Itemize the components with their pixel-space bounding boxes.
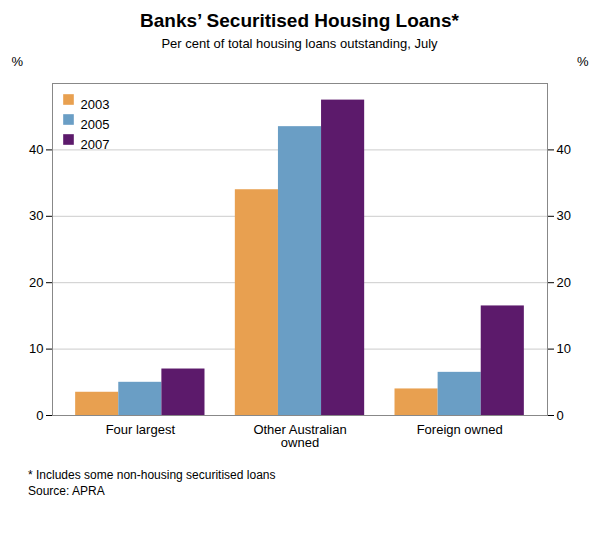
html-text:Per cent of total housing loan: Per cent of total housing loans outstand…	[161, 36, 438, 51]
html-text:* Includes some non-housing se: * Includes some non-housing securitised …	[28, 468, 276, 499]
svg-text:0: 0	[557, 408, 564, 423]
html-text:Banks’ Securitised Housing Loa: Banks’ Securitised Housing Loans*	[140, 10, 459, 31]
svg-text:2007: 2007	[81, 137, 110, 152]
svg-text:Other Australianowned: Other Australianowned	[253, 422, 346, 450]
svg-text:40: 40	[557, 142, 571, 157]
svg-text:10: 10	[557, 341, 571, 356]
svg-text:40: 40	[29, 142, 43, 157]
svg-text:0: 0	[36, 408, 43, 423]
svg-text:2005: 2005	[81, 117, 110, 132]
svg-text:20: 20	[557, 275, 571, 290]
svg-text:20: 20	[29, 275, 43, 290]
svg-text:30: 30	[557, 208, 571, 223]
svg-text:%: %	[12, 54, 24, 69]
svg-text:30: 30	[29, 208, 43, 223]
svg-text:2003: 2003	[81, 97, 110, 112]
svg-text:Foreign owned: Foreign owned	[417, 422, 503, 437]
svg-text:Four largest: Four largest	[106, 422, 176, 437]
svg-text:10: 10	[29, 341, 43, 356]
svg-text:%: %	[577, 54, 589, 69]
